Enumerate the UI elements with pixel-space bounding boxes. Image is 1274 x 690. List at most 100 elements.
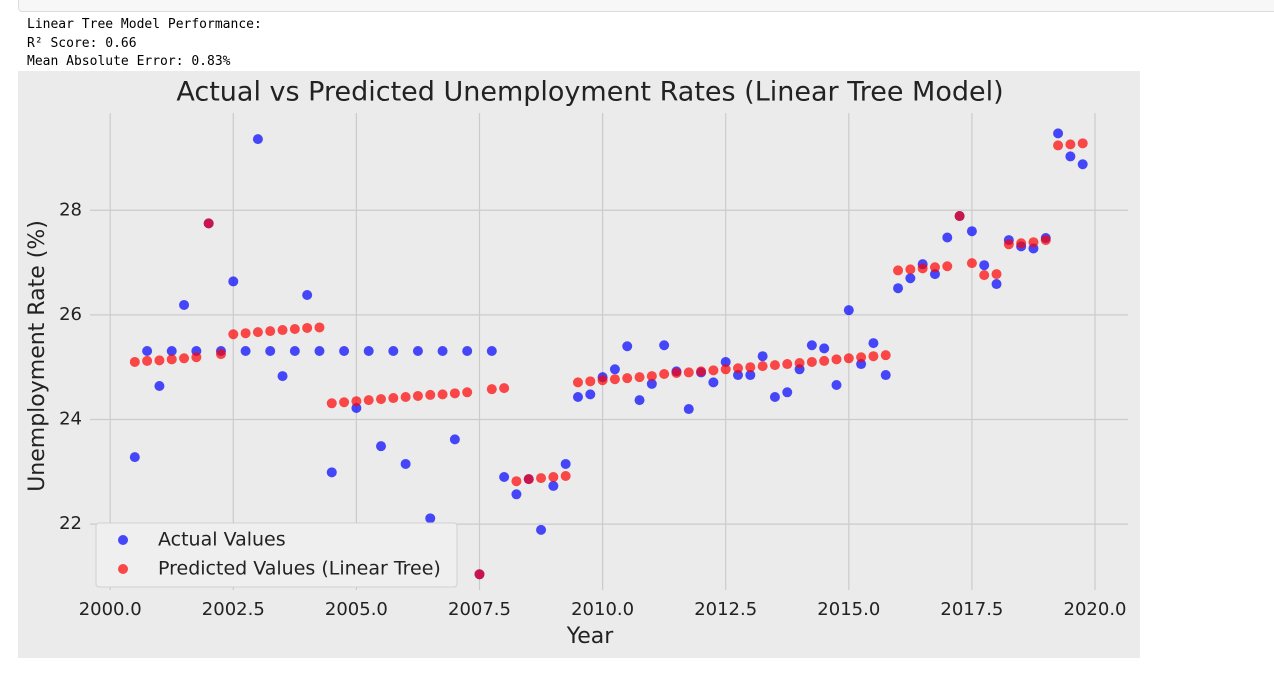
data-point: [880, 370, 891, 381]
data-point: [302, 322, 313, 333]
data-point: [696, 366, 707, 377]
data-point: [560, 470, 571, 481]
data-point: [1053, 140, 1064, 151]
data-point: [1016, 238, 1027, 249]
data-point: [708, 377, 719, 388]
data-point: [400, 458, 411, 469]
x-tick-label: 2015.0: [817, 599, 880, 620]
data-point: [745, 370, 756, 381]
data-point: [437, 389, 448, 400]
data-point: [536, 473, 547, 484]
x-tick-label: 2017.5: [940, 599, 1003, 620]
data-point: [265, 326, 276, 337]
data-point: [388, 393, 399, 404]
y-axis-label: Unemployment Rate (%): [25, 220, 50, 492]
data-point: [511, 489, 522, 500]
data-point: [252, 327, 263, 338]
data-point: [843, 353, 854, 364]
x-tick-label: 2005.0: [325, 599, 388, 620]
data-point: [942, 261, 953, 272]
data-point: [462, 345, 473, 356]
data-point: [449, 434, 460, 445]
data-point: [474, 569, 485, 580]
data-point: [819, 343, 830, 354]
data-point: [363, 395, 374, 406]
data-point: [1077, 159, 1088, 170]
data-point: [228, 276, 239, 287]
data-point: [954, 211, 965, 222]
data-point: [154, 381, 165, 392]
data-point: [412, 390, 423, 401]
data-point: [646, 371, 657, 382]
data-point: [585, 376, 596, 387]
data-point: [363, 345, 374, 356]
data-point: [388, 345, 399, 356]
data-point: [720, 356, 731, 367]
data-point: [252, 134, 263, 145]
data-point: [376, 441, 387, 452]
data-point: [240, 345, 251, 356]
data-point: [745, 362, 756, 373]
data-point: [782, 359, 793, 370]
data-point: [942, 232, 953, 243]
data-point: [880, 350, 891, 361]
data-point: [523, 474, 534, 485]
data-point: [154, 355, 165, 366]
data-point: [991, 269, 1002, 280]
x-tick-label: 2010.0: [571, 599, 634, 620]
y-tick-label: 28: [59, 199, 82, 220]
data-point: [683, 404, 694, 415]
data-point: [831, 379, 842, 390]
data-point: [646, 378, 657, 389]
data-point: [659, 340, 670, 351]
x-tick-label: 2020.0: [1064, 599, 1127, 620]
data-point: [782, 387, 793, 398]
data-point: [179, 299, 190, 310]
data-point: [129, 452, 140, 463]
data-point: [597, 375, 608, 386]
data-point: [622, 373, 633, 384]
data-point: [868, 338, 879, 349]
data-point: [400, 392, 411, 403]
data-point: [794, 358, 805, 369]
data-point: [979, 260, 990, 271]
data-point: [585, 389, 596, 400]
y-tick-label: 26: [59, 304, 82, 325]
output-line: Mean Absolute Error: 0.83%: [27, 54, 231, 69]
data-point: [1040, 235, 1051, 246]
data-point: [634, 395, 645, 406]
data-point: [499, 383, 510, 394]
data-point: [536, 524, 547, 535]
data-point: [757, 361, 768, 372]
chart: Actual vs Predicted Unemployment Rates (…: [18, 71, 1140, 658]
data-point: [326, 467, 337, 478]
data-point: [683, 367, 694, 378]
data-point: [1065, 151, 1076, 162]
data-point: [277, 371, 288, 382]
data-point: [228, 329, 239, 340]
data-point: [511, 476, 522, 487]
data-point: [733, 363, 744, 374]
data-point: [819, 355, 830, 366]
data-point: [142, 355, 153, 366]
x-tick-label: 2012.5: [694, 599, 757, 620]
cell-border: [18, 0, 1274, 12]
data-point: [339, 397, 350, 408]
data-point: [929, 262, 940, 273]
data-point: [769, 360, 780, 371]
data-point: [486, 384, 497, 395]
data-point: [609, 374, 620, 385]
data-point: [191, 352, 202, 363]
data-point: [893, 265, 904, 276]
data-point: [634, 372, 645, 383]
data-point: [806, 340, 817, 351]
data-point: [905, 273, 916, 284]
data-point: [425, 513, 436, 524]
data-point: [769, 392, 780, 403]
data-point: [979, 270, 990, 281]
data-point: [314, 322, 325, 333]
data-point: [412, 345, 423, 356]
data-point: [1028, 237, 1039, 248]
data-point: [622, 341, 633, 352]
